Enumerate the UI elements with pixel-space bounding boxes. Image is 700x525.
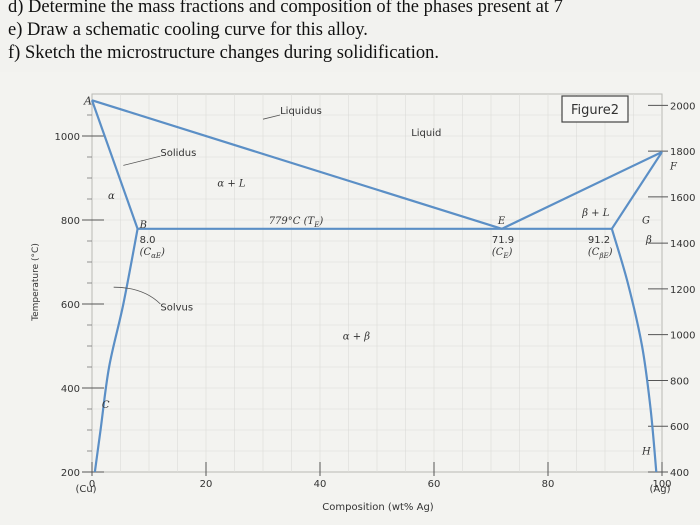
bottom-tick-label: 80 (542, 479, 555, 490)
right-tick-label: 400 (670, 468, 689, 479)
liquidus-leader (262, 114, 281, 120)
point-label-b: B (139, 220, 147, 231)
right-axis: 400 600 800 1000 1200 1400 1600 1800 2000 (648, 101, 695, 479)
composition-ce-value: 71.9 (492, 235, 514, 246)
boundary-solvus-3 (93, 228, 139, 473)
y-axis-title: Temperature (°C) (31, 243, 41, 322)
solidus-label: Solidus (160, 148, 196, 159)
eutectic-temp-label: 779°C (TE) (269, 216, 324, 229)
figure-badge: Figure2 (571, 103, 619, 118)
point-label-e: E (497, 216, 506, 227)
point-label-g: G (642, 215, 650, 226)
question-text: d) Determine the mass fractions and comp… (8, 0, 700, 65)
phase-diagram-figure: 200 400 600 800 1000 400 600 800 1000 1200 1400 16… (0, 72, 700, 525)
phase-label-alpha: α (108, 191, 115, 202)
left-tick-label: 1000 (55, 132, 80, 143)
point-label-a: A (83, 94, 92, 107)
solvus-leader (113, 286, 161, 305)
bottom-tick-label: 0 (89, 479, 95, 490)
diagram-labels: A B C E F G Hα β α + L β + L α + β Liquid Liquidus So… (83, 94, 678, 457)
question-e: e) Draw a schematic cooling curve for th… (8, 20, 368, 40)
x-axis-title: Composition (wt% Ag) (322, 502, 434, 513)
left-axis: 200 400 600 800 1000 (55, 114, 104, 479)
left-tick-label: 200 (61, 468, 80, 479)
bottom-tick-label: 60 (428, 479, 441, 490)
right-tick-label: 1600 (670, 193, 695, 204)
left-tick-label: 600 (61, 300, 80, 311)
figure-background (0, 72, 700, 525)
boundary-solidus-2 (610, 151, 663, 230)
point-label-f: F (669, 162, 678, 173)
grid (92, 94, 662, 472)
phase-label-beta-plus-l: β + L (581, 208, 610, 219)
liquidus-label: Liquidus (280, 106, 322, 117)
solvus-label: Solvus (160, 302, 193, 313)
ag-end-label: (Ag) (650, 484, 671, 495)
left-tick-label: 400 (61, 384, 80, 395)
composition-cb-value: 91.2 (588, 235, 610, 246)
cu-end-label: (Cu) (75, 484, 96, 495)
right-tick-label: 1800 (670, 147, 695, 158)
composition-ca-value: 8.0 (140, 235, 156, 246)
composition-ce-symbol: (CE) (492, 247, 513, 260)
phase-label-liquid: Liquid (411, 128, 441, 139)
phase-label-alpha-plus-beta: α + β (343, 332, 370, 343)
right-tick-label: 800 (670, 376, 689, 387)
figure-badge-box (561, 95, 629, 123)
phase-label-beta: β (645, 235, 652, 246)
bottom-tick-label: 20 (200, 479, 213, 490)
left-tick-label: 800 (61, 216, 80, 227)
point-label-c: C (102, 400, 110, 411)
right-tick-label: 600 (670, 422, 689, 433)
bottom-axis: 0 20 40 60 80 100 (89, 462, 672, 490)
point-label-h: H (641, 446, 651, 457)
composition-cb-symbol: (CβE) (588, 247, 613, 260)
boundary-solvus-4 (610, 228, 658, 473)
right-tick-label: 1200 (670, 285, 695, 296)
solidus-leader (123, 155, 161, 166)
boundary-solidus-1 (90, 99, 139, 230)
composition-ca-symbol: (CαE) (140, 247, 165, 260)
question-d: d) Determine the mass fractions and comp… (8, 0, 563, 17)
right-tick-label: 1000 (670, 331, 695, 342)
right-tick-label: 1400 (670, 239, 695, 250)
bottom-tick-label: 40 (314, 479, 327, 490)
question-f: f) Sketch the microstructure changes dur… (8, 43, 440, 63)
right-tick-label: 2000 (670, 101, 695, 112)
phase-boundaries (90, 99, 663, 473)
phase-label-alpha-plus-l: α + L (217, 178, 245, 189)
bottom-tick-label: 100 (652, 479, 671, 490)
